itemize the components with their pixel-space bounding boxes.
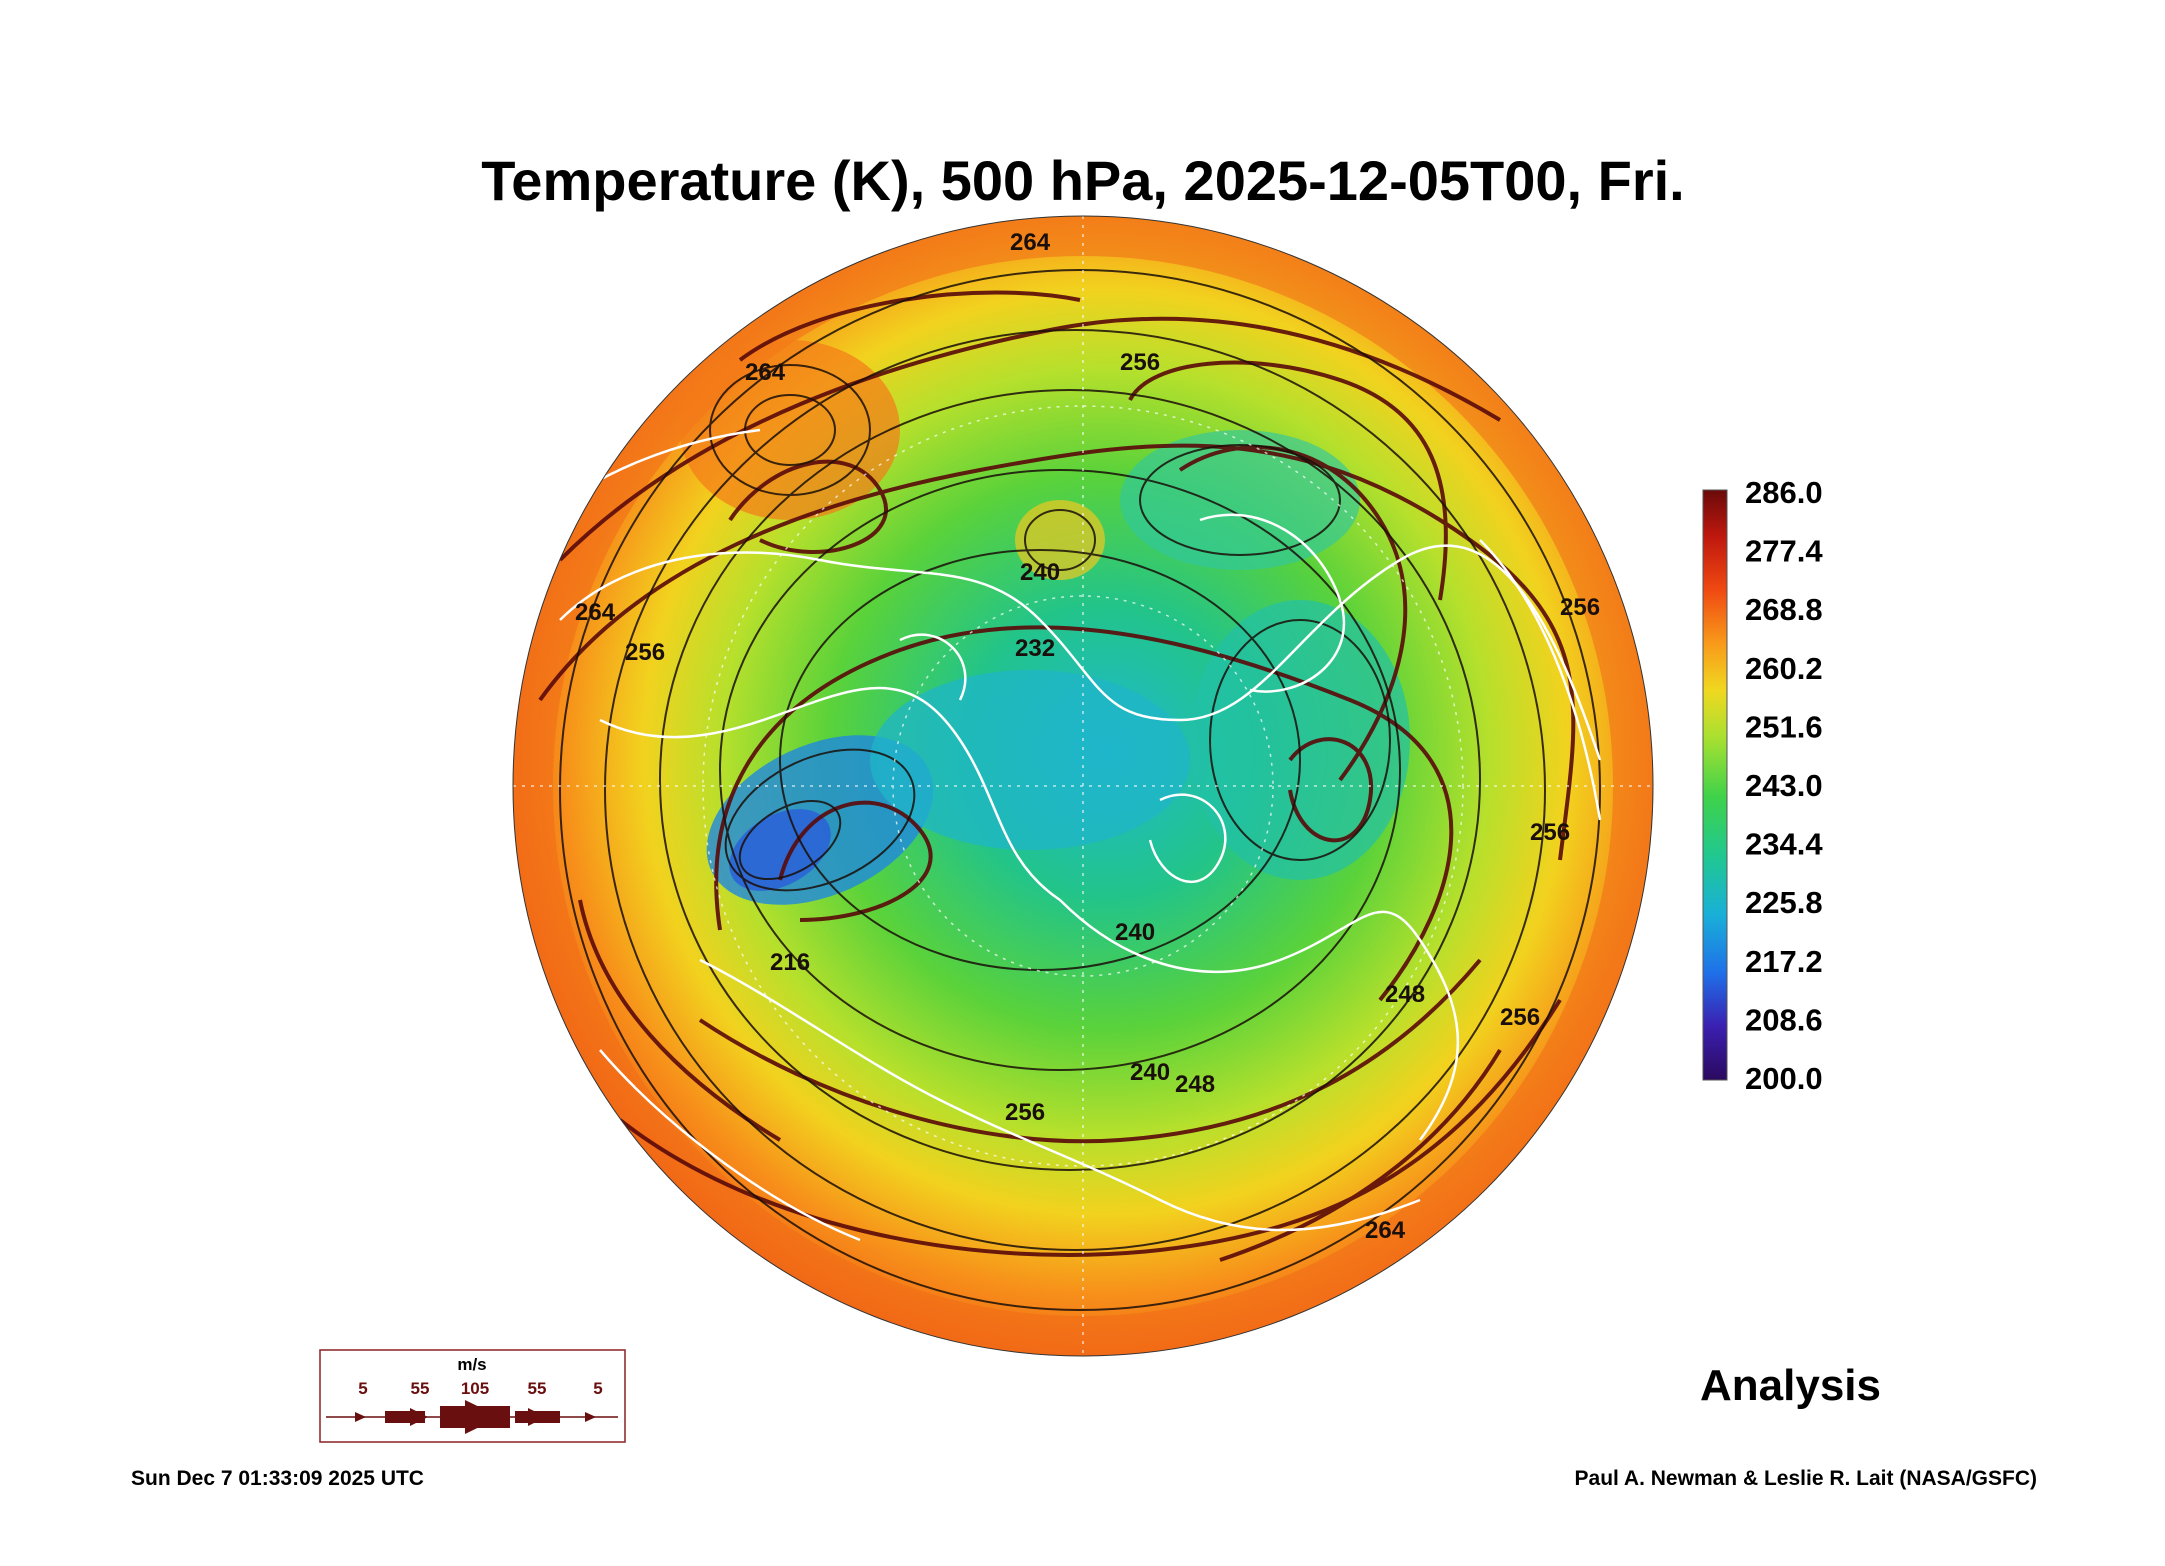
contour-label: 240 <box>1020 559 1060 586</box>
wind-scale-labels: 5 55 105 55 5 <box>358 1379 602 1398</box>
wind-scale-label: 55 <box>411 1379 430 1398</box>
credit: Paul A. Newman & Leslie R. Lait (NASA/GS… <box>1575 1467 2037 1490</box>
contour-label: 240 <box>1115 919 1155 946</box>
colorbar-gradient <box>1702 489 1728 1081</box>
colorbar-tick-label: 243.0 <box>1745 768 1823 803</box>
temperature-contours <box>559 269 1601 1311</box>
contour-label: 256 <box>1005 1099 1045 1126</box>
contour-label: 248 <box>1175 1071 1215 1098</box>
colorbar-tick-label: 225.8 <box>1745 885 1823 920</box>
contour-label: 256 <box>1530 819 1570 846</box>
cool-region <box>1120 430 1360 570</box>
contour-label: 264 <box>745 359 786 386</box>
warm-lobe <box>680 340 900 520</box>
wind-scale-label: 105 <box>461 1379 489 1398</box>
colorbar-tick-labels: 286.0 277.4 268.8 260.2 251.6 243.0 234.4 225.8… <box>1745 475 1823 1096</box>
cool-region <box>870 670 1190 850</box>
cool-region <box>1190 600 1410 880</box>
contour-label: 256 <box>625 639 665 666</box>
colorbar-tick-label: 260.2 <box>1745 651 1823 686</box>
wind-scale-legend: m/s 5 55 105 55 5 <box>319 1349 626 1443</box>
contour-label: 256 <box>1560 594 1600 621</box>
graticule <box>513 216 1653 1356</box>
contour-label: 264 <box>1010 229 1051 256</box>
wind-scale-label: 5 <box>358 1379 367 1398</box>
colorbar: 286.0 277.4 268.8 260.2 251.6 243.0 234.4 225.8… <box>1702 475 1823 1096</box>
analysis-label: Analysis <box>1700 1361 1881 1410</box>
colorbar-tick-label: 217.2 <box>1745 944 1823 979</box>
wind-scale-label: 55 <box>528 1379 547 1398</box>
contour-label: 264 <box>575 599 616 626</box>
colorbar-tick-label: 286.0 <box>1745 475 1823 510</box>
contour-label: 256 <box>1120 349 1160 376</box>
colorbar-tick-label: 277.4 <box>1745 534 1823 569</box>
wind-scale-unit: m/s <box>457 1355 486 1374</box>
contour-label: 264 <box>1365 1217 1406 1244</box>
colorbar-tick-label: 200.0 <box>1745 1061 1823 1096</box>
timestamp: Sun Dec 7 01:33:09 2025 UTC <box>131 1467 424 1490</box>
contour-label: 248 <box>1385 981 1425 1008</box>
contour-label: 216 <box>770 949 810 976</box>
wind-scale-label: 5 <box>593 1379 602 1398</box>
colorbar-tick-label: 208.6 <box>1745 1002 1823 1037</box>
contour-labels: 264 264 256 264 256 240 232 240 248 256 … <box>575 229 1600 1244</box>
polar-map: 264 264 256 264 256 240 232 240 248 256 … <box>512 215 1654 1357</box>
contour-label: 240 <box>1130 1059 1170 1086</box>
wind-scale-arrow <box>326 1400 618 1434</box>
colorbar-tick-label: 234.4 <box>1745 827 1823 862</box>
map-border <box>512 215 1654 1357</box>
colorbar-tick-label: 268.8 <box>1745 592 1823 627</box>
colorbar-tick-label: 251.6 <box>1745 709 1823 744</box>
contour-label: 232 <box>1015 635 1055 662</box>
contour-label: 256 <box>1500 1004 1540 1031</box>
figure-title: Temperature (K), 500 hPa, 2025-12-05T00,… <box>481 149 1684 212</box>
